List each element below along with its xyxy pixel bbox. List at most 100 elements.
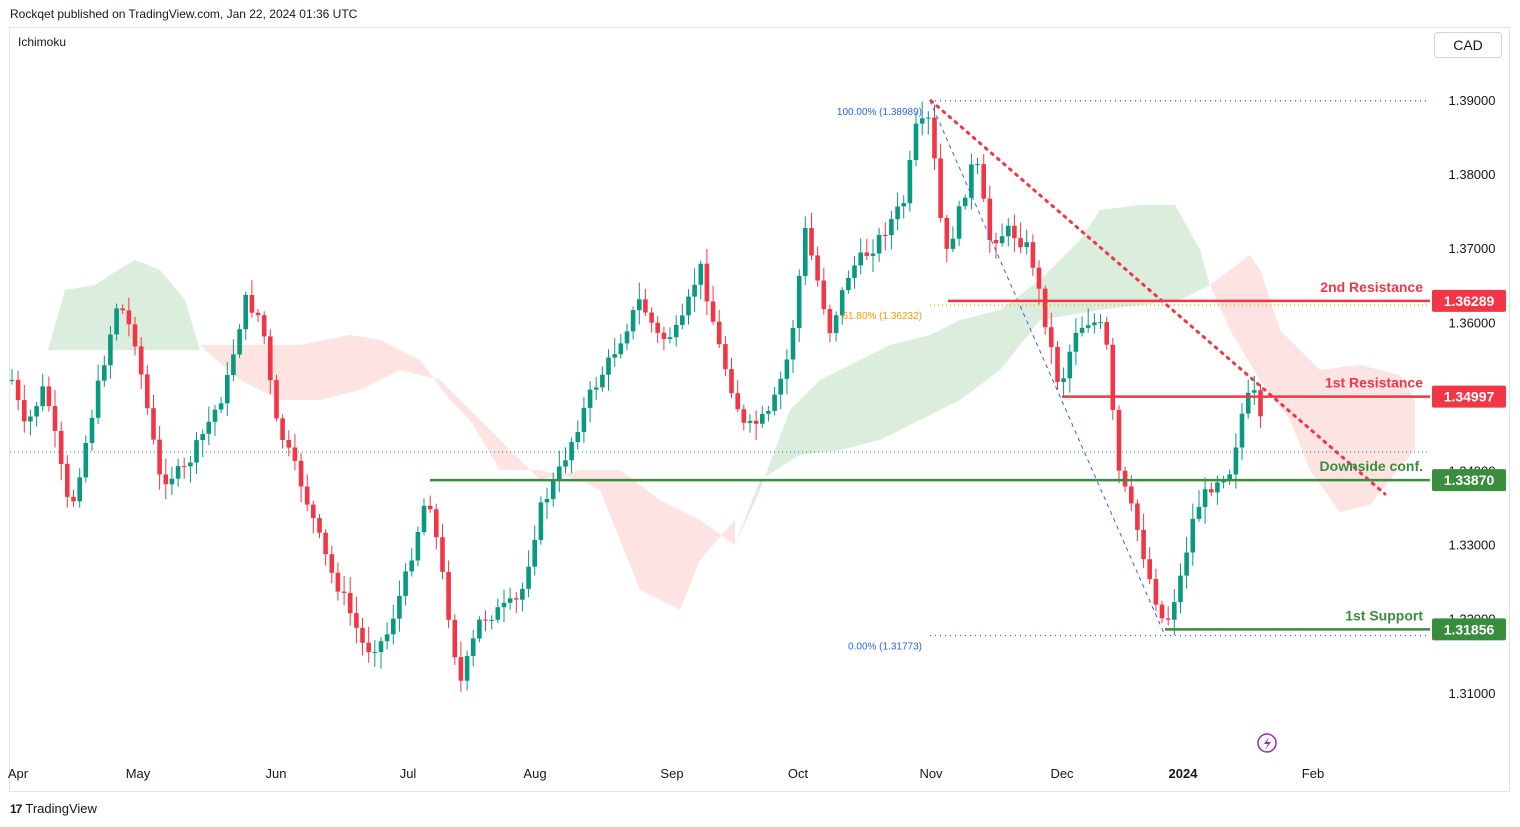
- y-tick-1: 1.38000: [1449, 167, 1496, 182]
- price-tag-2: [1432, 469, 1506, 492]
- candle-body: [1245, 392, 1251, 414]
- x-tick-10: Feb: [1302, 766, 1324, 781]
- candle-body: [46, 386, 52, 407]
- candle-body: [1073, 332, 1079, 352]
- fib-diagonal: [929, 100, 1166, 636]
- level-label-3: 1st Support: [1345, 607, 1423, 623]
- candle-body: [243, 295, 248, 330]
- candle-body: [876, 235, 882, 254]
- candle-body: [9, 379, 15, 381]
- candle-body: [704, 263, 710, 302]
- candle-body: [483, 619, 488, 621]
- candle-body: [969, 164, 974, 198]
- candlesticks: [9, 101, 1263, 692]
- candle-body: [821, 280, 827, 310]
- candle-body: [803, 228, 808, 276]
- candle-body: [507, 598, 513, 603]
- candle-body: [231, 354, 236, 375]
- candle-body: [587, 389, 593, 408]
- candle-body: [274, 380, 279, 419]
- candle-body: [643, 299, 648, 313]
- candle-body: [304, 486, 310, 505]
- tradingview-footer[interactable]: 17 TradingView: [10, 801, 97, 816]
- level-label-0: 2nd Resistance: [1320, 279, 1423, 295]
- misc-icons: [1257, 733, 1277, 753]
- candle-body: [618, 343, 624, 355]
- cloud-bear-2: [1210, 255, 1415, 512]
- candle-body: [311, 504, 316, 518]
- candle-body: [34, 406, 39, 417]
- candle-body: [1110, 344, 1116, 410]
- candle-body: [218, 403, 224, 410]
- y-tick-7: 1.31000: [1449, 686, 1496, 701]
- candle-body: [526, 566, 531, 589]
- candle-body: [600, 374, 605, 388]
- candle-body: [52, 406, 58, 431]
- candle-body: [120, 308, 125, 311]
- candle-body: [661, 332, 667, 339]
- candle-body: [1252, 390, 1257, 393]
- candle-body: [563, 460, 568, 467]
- x-tick-5: Sep: [660, 766, 683, 781]
- candle-body: [397, 595, 402, 619]
- candle-body: [858, 252, 863, 266]
- level-label-2: Downside conf.: [1320, 458, 1423, 474]
- candle-body: [427, 505, 433, 510]
- candle-body: [575, 432, 581, 443]
- candle-body: [557, 466, 562, 481]
- candle-body: [1227, 474, 1232, 481]
- candle-body: [255, 312, 261, 316]
- candle-body: [956, 206, 962, 239]
- cloud-bull-1: [48, 260, 200, 350]
- candle-body: [981, 164, 986, 199]
- drawings: 100.00% (1.38989) 61.80% (1.36232) 0.00% (…: [430, 99, 1430, 653]
- candle-body: [366, 642, 371, 653]
- candle-body: [735, 393, 740, 410]
- candle-body: [145, 374, 150, 409]
- candle-body: [71, 496, 76, 502]
- candle-body: [1215, 482, 1220, 493]
- candle-body: [686, 296, 691, 316]
- candle-body: [360, 627, 365, 643]
- candle-body: [237, 329, 242, 355]
- candle-body: [883, 235, 888, 236]
- candle-body: [298, 460, 304, 487]
- candle-body: [852, 265, 857, 278]
- candle-body: [1135, 503, 1140, 530]
- currency-button[interactable]: CAD: [1434, 32, 1502, 58]
- price-tag-3: [1432, 618, 1506, 641]
- candle-body: [612, 354, 617, 358]
- candle-body: [975, 164, 980, 166]
- candle-body: [741, 409, 747, 423]
- candle-body: [987, 198, 993, 240]
- candle-body: [341, 591, 347, 593]
- x-tick-0: Apr: [8, 766, 29, 781]
- candle-body: [901, 203, 906, 207]
- candle-body: [729, 369, 734, 394]
- candle-body: [747, 420, 753, 423]
- candle-body: [839, 290, 845, 316]
- footer-brand: TradingView: [25, 801, 97, 816]
- candle-body: [22, 400, 27, 422]
- candle-body: [827, 309, 833, 333]
- candle-body: [624, 331, 630, 344]
- price-tag-0: [1432, 289, 1506, 312]
- candle-body: [790, 328, 796, 360]
- candle-body: [95, 380, 101, 418]
- candle-body: [698, 263, 704, 285]
- candle-body: [292, 447, 298, 461]
- axes: 1.390001.380001.370001.360001.340001.330…: [8, 93, 1496, 781]
- candle-body: [1129, 486, 1134, 504]
- candle-body: [489, 619, 494, 621]
- candle-body: [495, 607, 501, 620]
- candle-body: [544, 499, 550, 503]
- candle-body: [919, 118, 925, 124]
- candle-body: [926, 117, 931, 119]
- candle-body: [249, 295, 255, 313]
- indicator-label[interactable]: Ichimoku: [18, 35, 67, 49]
- candle-body: [157, 439, 162, 475]
- candle-body: [323, 532, 328, 555]
- candle-body: [83, 443, 89, 478]
- candle-body: [501, 602, 507, 608]
